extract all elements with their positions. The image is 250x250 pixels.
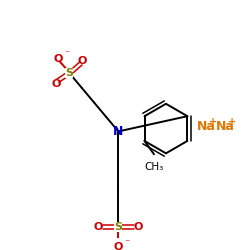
- Text: O: O: [94, 222, 103, 232]
- Text: O: O: [53, 54, 63, 64]
- Text: O: O: [51, 78, 61, 88]
- Text: +: +: [209, 117, 217, 127]
- Text: O: O: [114, 242, 123, 250]
- Text: ⁻: ⁻: [124, 238, 129, 248]
- Text: S: S: [114, 222, 122, 232]
- Text: S: S: [65, 68, 73, 78]
- Text: Na: Na: [216, 120, 234, 133]
- Text: Na: Na: [196, 120, 215, 133]
- Text: O: O: [134, 222, 143, 232]
- Text: CH₃: CH₃: [144, 162, 164, 172]
- Text: +: +: [228, 117, 236, 127]
- Text: O: O: [77, 56, 86, 66]
- Text: ⁻: ⁻: [64, 49, 70, 59]
- Text: N: N: [113, 125, 124, 138]
